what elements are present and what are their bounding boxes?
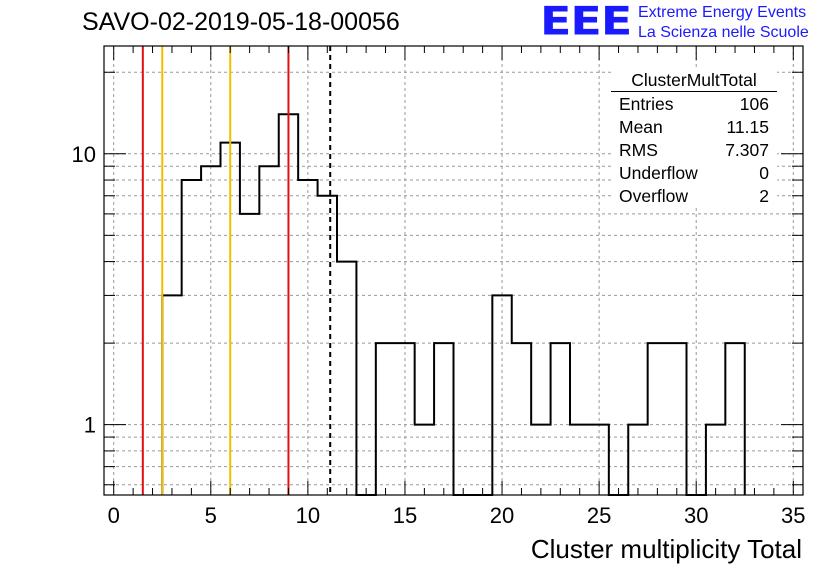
stats-row-underflow: Underflow 0 [611, 162, 777, 185]
x-tick-label: 15 [393, 503, 417, 528]
histogram-bin [434, 343, 453, 495]
x-tick-label: 35 [781, 503, 805, 528]
histogram-bin [512, 343, 531, 495]
stats-value: 106 [739, 94, 769, 114]
histogram-bin [648, 343, 667, 495]
histogram-bin [240, 214, 259, 495]
x-tick-label: 20 [490, 503, 514, 528]
chart-title: SAVO-02-2019-05-18-00056 [82, 8, 400, 36]
histogram-bin [725, 343, 744, 495]
stats-label: Entries [619, 94, 674, 114]
x-tick-label: 10 [296, 503, 320, 528]
histogram-bin [259, 166, 278, 495]
eee-logo: EEE [540, 0, 632, 44]
histogram-layer [161, 113, 746, 496]
stats-label: RMS [619, 140, 658, 160]
histogram-bin [376, 343, 395, 495]
stats-label: Overflow [619, 186, 689, 206]
stats-label: Underflow [619, 163, 698, 183]
x-tick-label: 0 [108, 503, 120, 528]
stats-label: Mean [619, 117, 663, 137]
histogram-outline [161, 113, 746, 496]
stats-value: 0 [759, 163, 769, 183]
plot-frame [103, 45, 804, 496]
stats-row-rms: RMS 7.307 [611, 139, 777, 162]
x-tick-label: 5 [205, 503, 217, 528]
histogram-bin [551, 343, 570, 495]
stats-value: 11.15 [726, 117, 770, 137]
stats-value: 7.307 [725, 140, 769, 160]
x-tick-label: 25 [587, 503, 611, 528]
y-tick-label: 10 [72, 142, 96, 167]
marker-lines-layer [141, 46, 332, 495]
histogram-bin [162, 295, 181, 495]
histogram-bin [182, 180, 201, 495]
stats-value: 2 [759, 186, 769, 206]
logo-line-2: La Scienza nelle Scuole [638, 24, 809, 41]
logo-line-1: Extreme Energy Events [638, 4, 807, 21]
stats-row-entries: Entries 106 [611, 93, 777, 116]
stats-title: ClusterMultTotal [611, 70, 777, 92]
stats-row-overflow: Overflow 2 [611, 185, 777, 208]
stats-box: ClusterMultTotal Entries 106 Mean 11.15 … [611, 70, 777, 208]
y-tick-label: 1 [84, 413, 96, 438]
x-axis-label: Cluster multiplicity Total [530, 534, 802, 564]
x-tick-label: 30 [684, 503, 708, 528]
histogram-bin [318, 196, 337, 495]
stats-row-mean: Mean 11.15 [611, 116, 777, 139]
histogram-bin [667, 343, 686, 495]
histogram-bin [337, 262, 356, 495]
histogram-bin [531, 425, 550, 495]
